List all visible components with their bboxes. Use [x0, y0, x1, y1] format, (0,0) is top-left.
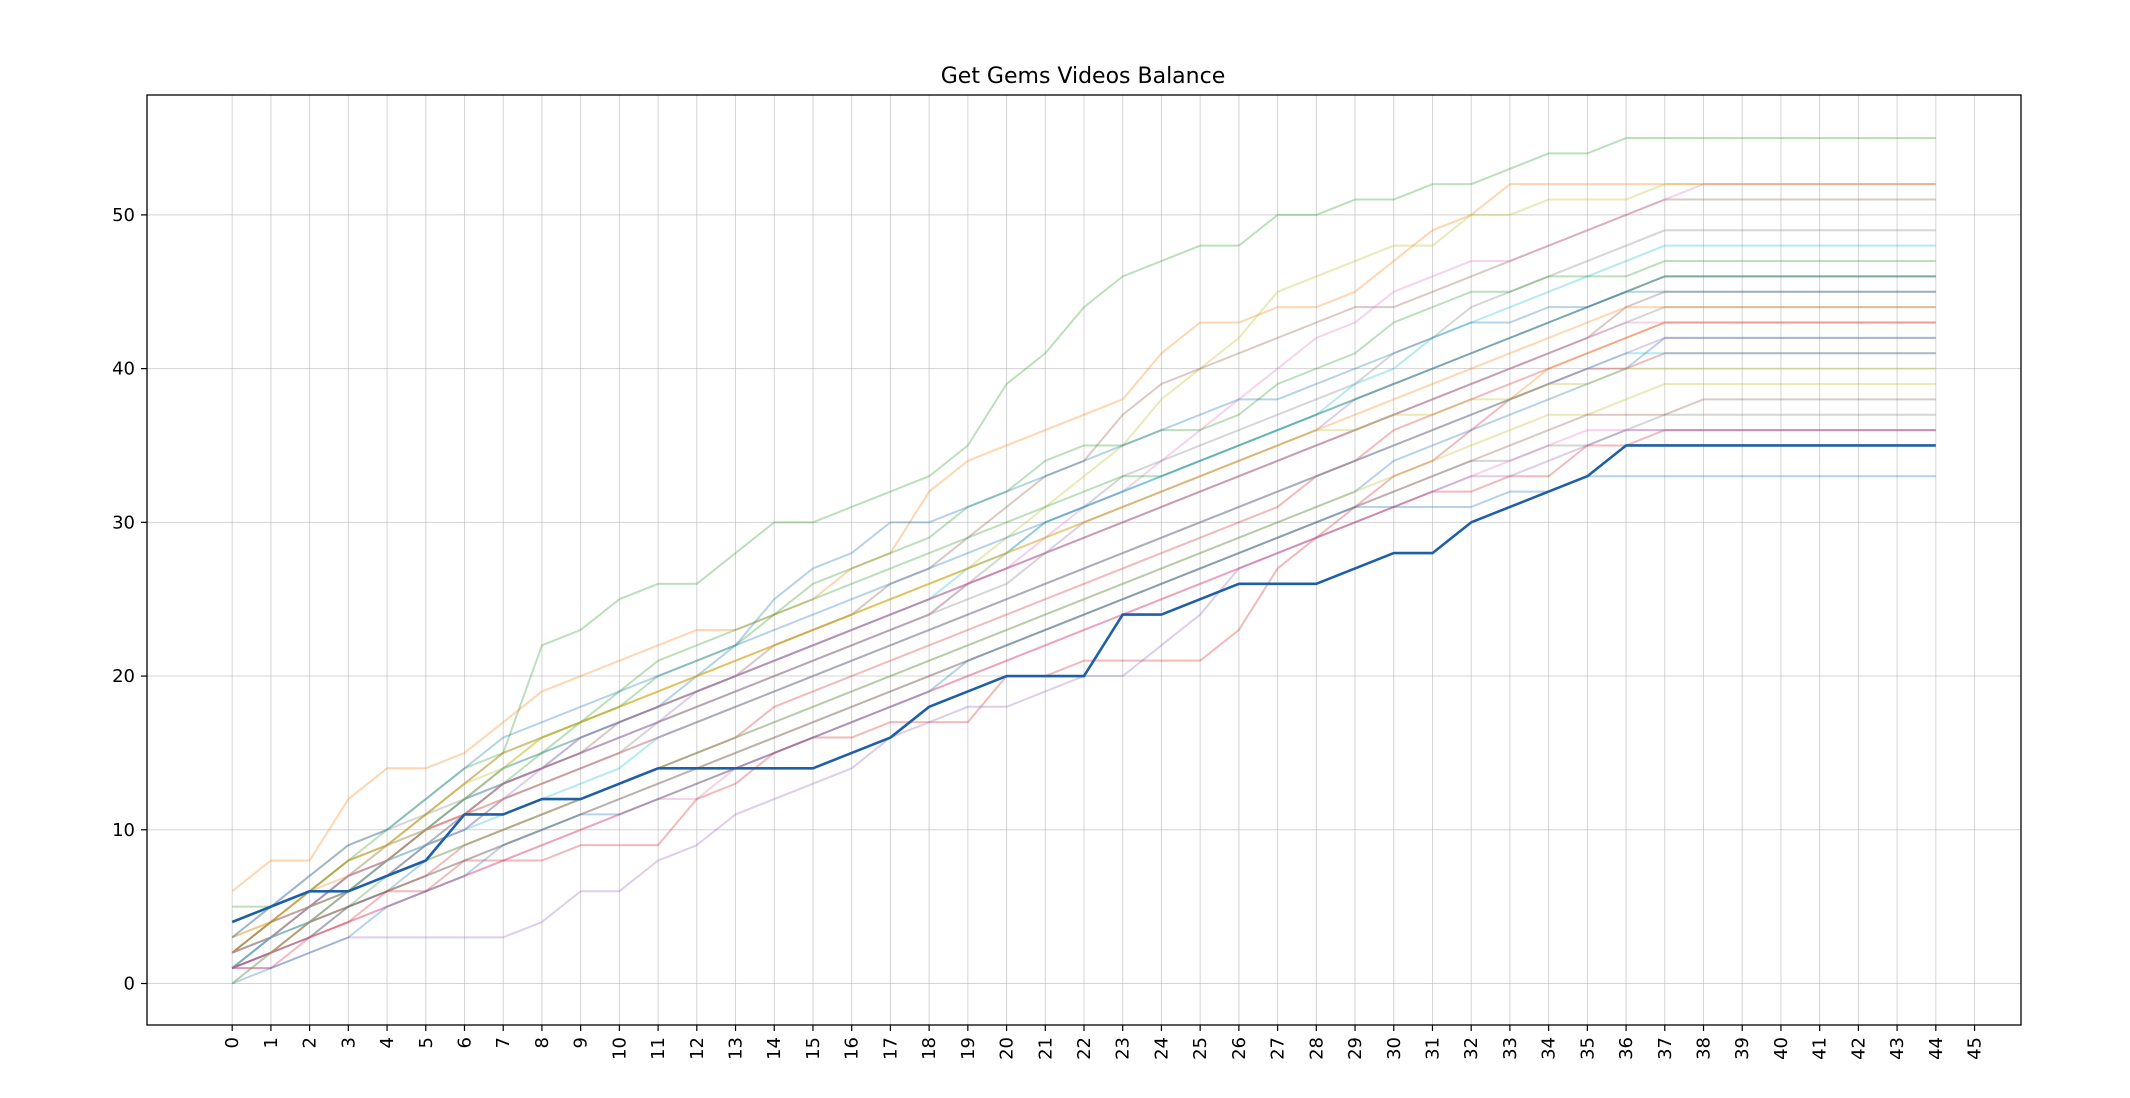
x-tick-label: 22: [1074, 1037, 1095, 1060]
background-series-line: [231, 275, 1936, 954]
x-tick-label: 26: [1229, 1037, 1250, 1060]
x-tick-label: 36: [1616, 1037, 1637, 1060]
background-series-line: [231, 183, 1936, 969]
x-tick-label: 38: [1694, 1037, 1715, 1060]
x-tick-label: 27: [1268, 1037, 1289, 1060]
background-series-line: [231, 382, 1936, 954]
x-tick-label: 28: [1306, 1037, 1327, 1060]
background-series-line: [231, 229, 1936, 939]
x-tick-label: 43: [1887, 1037, 1908, 1060]
x-tick-label: 3: [338, 1037, 359, 1048]
y-tick-label: 40: [112, 359, 135, 380]
background-series-line: [231, 321, 1936, 939]
y-tick-label: 10: [112, 820, 135, 841]
x-tick-label: 16: [842, 1037, 863, 1060]
highlighted-series-line: [231, 444, 1936, 924]
x-tick-label: 21: [1035, 1037, 1056, 1060]
x-tick-label: 40: [1771, 1037, 1792, 1060]
x-tick-label: 18: [919, 1037, 940, 1060]
x-tick-label: 20: [997, 1037, 1018, 1060]
background-series-line: [232, 429, 1936, 970]
x-tick-label: 41: [1810, 1037, 1831, 1060]
highlighted-series-group: [231, 444, 1936, 924]
background-series-line: [231, 398, 1936, 970]
y-tick-label: 20: [112, 666, 135, 687]
background-series-line: [231, 429, 1936, 970]
background-series-line: [231, 290, 1936, 954]
background-series-line: [231, 475, 1936, 985]
x-tick-label: 35: [1577, 1037, 1598, 1060]
x-tick-label: 19: [958, 1037, 979, 1060]
x-tick-label: 7: [493, 1037, 514, 1048]
background-series-line: [231, 260, 1936, 970]
x-tick-label: 15: [803, 1037, 824, 1060]
background-series-line: [231, 275, 1936, 954]
x-tick-label: 23: [1113, 1037, 1134, 1060]
background-series-line: [231, 321, 1936, 970]
x-tick-label: 25: [1190, 1037, 1211, 1060]
x-tick-label: 37: [1655, 1037, 1676, 1060]
background-series-line: [231, 413, 1936, 954]
x-tick-label: 6: [454, 1037, 475, 1048]
chart-title: Get Gems Videos Balance: [941, 64, 1226, 89]
background-series-line: [231, 198, 1936, 954]
background-series-line: [231, 290, 1936, 939]
x-tick-label: 0: [222, 1037, 243, 1048]
x-tick-label: 14: [764, 1037, 785, 1060]
background-series-line: [231, 183, 1936, 939]
x-tick-label: 39: [1732, 1037, 1753, 1060]
background-series-line: [231, 275, 1936, 969]
background-series-line: [231, 336, 1936, 985]
x-tick-label: 5: [416, 1037, 437, 1048]
x-tick-label: 4: [377, 1037, 398, 1048]
y-tick-label: 30: [112, 512, 135, 533]
x-tick-label: 30: [1384, 1037, 1405, 1060]
y-tick-label: 50: [112, 205, 135, 226]
y-tick-label: 0: [124, 973, 135, 994]
x-tick-label: 10: [609, 1037, 630, 1060]
x-tick-label: 9: [571, 1037, 592, 1048]
x-tick-label: 42: [1848, 1037, 1869, 1060]
x-tick-label: 11: [648, 1037, 669, 1060]
y-axis-tick-labels: 0 10 20 30 40 50: [112, 205, 135, 995]
background-series-line: [231, 367, 1936, 985]
x-tick-label: 13: [726, 1037, 747, 1060]
background-series-line: [232, 137, 1936, 908]
x-tick-label: 34: [1539, 1037, 1560, 1060]
x-tick-label: 29: [1345, 1037, 1366, 1060]
x-tick-label: 2: [300, 1037, 321, 1048]
background-series-line: [231, 336, 1936, 970]
x-tick-label: 45: [1965, 1037, 1986, 1060]
x-tick-label: 8: [532, 1037, 553, 1048]
x-tick-label: 33: [1500, 1037, 1521, 1060]
x-tick-label: 32: [1461, 1037, 1482, 1060]
background-series-line: [231, 321, 1936, 954]
background-series-line: [231, 306, 1936, 969]
x-tick-label: 31: [1422, 1037, 1443, 1060]
x-tick-label: 1: [261, 1037, 282, 1048]
background-series-line: [231, 244, 1936, 954]
background-series-group: [231, 137, 1936, 985]
x-tick-label: 17: [880, 1037, 901, 1060]
grid: [147, 95, 2021, 1025]
x-tick-label: 44: [1926, 1037, 1947, 1060]
x-axis-tick-labels: 0 1 2 3 4 5 6 7 8 9 10 11 12 13 14 15 16 17 18 19 20 21 22 23 24…: [222, 1037, 1985, 1060]
background-series-line: [231, 183, 1936, 893]
x-tick-label: 24: [1151, 1037, 1172, 1060]
background-series-line: [231, 352, 1936, 970]
x-tick-label: 12: [687, 1037, 708, 1060]
axes: [141, 94, 2022, 1031]
background-series-line: [231, 306, 1936, 954]
